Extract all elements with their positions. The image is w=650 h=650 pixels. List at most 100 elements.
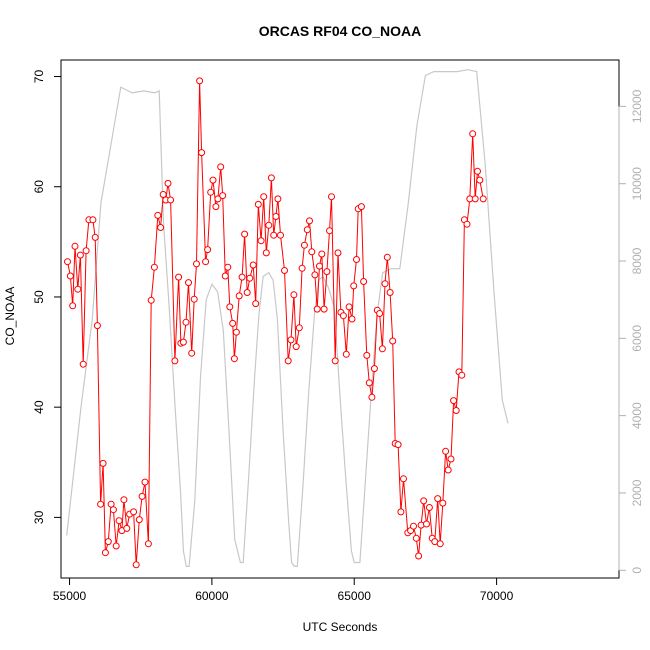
- co-point: [439, 499, 447, 507]
- co-point: [229, 319, 237, 327]
- co-point: [154, 211, 162, 219]
- y-tick-label: 60: [32, 180, 46, 194]
- co-point: [97, 500, 105, 508]
- co-point: [474, 167, 481, 175]
- co-point: [267, 174, 275, 182]
- co-point: [167, 196, 175, 204]
- co-point: [241, 230, 249, 238]
- co-point: [458, 371, 466, 379]
- co-point: [272, 213, 280, 220]
- y2-tick-label: 12000: [630, 89, 644, 123]
- co-point: [207, 188, 215, 196]
- co-point: [436, 540, 444, 548]
- co-point: [243, 289, 251, 296]
- co-point: [452, 407, 460, 414]
- co-point: [120, 496, 128, 504]
- co-point: [316, 262, 323, 270]
- co-point: [202, 258, 210, 266]
- co-point: [224, 263, 232, 271]
- co-line: [67, 80, 484, 565]
- co-point: [171, 357, 179, 365]
- co-point: [363, 351, 371, 359]
- co-point: [350, 282, 358, 290]
- co-point: [109, 506, 117, 514]
- co-point: [444, 466, 452, 474]
- co-point: [246, 274, 254, 282]
- co-point: [74, 285, 82, 293]
- co-point: [425, 504, 433, 511]
- co-point: [360, 278, 368, 285]
- co-point: [164, 179, 172, 187]
- co-point: [320, 305, 328, 313]
- co-point: [238, 273, 246, 281]
- co-point: [334, 249, 342, 257]
- co-point: [230, 355, 238, 363]
- co-point: [123, 524, 131, 532]
- co-point: [471, 195, 479, 203]
- co-point: [147, 296, 155, 304]
- co-point: [434, 495, 442, 503]
- y2-tick-label: 2000: [630, 479, 644, 506]
- co-point: [306, 217, 313, 225]
- co-point: [66, 272, 74, 280]
- co-point: [79, 360, 87, 368]
- co-point: [157, 224, 165, 231]
- co-point: [175, 273, 183, 281]
- co-point: [463, 220, 471, 228]
- co-point: [397, 508, 405, 516]
- co-point: [281, 267, 288, 274]
- co-point: [196, 77, 204, 85]
- series-layer: [64, 69, 509, 569]
- co-point: [249, 261, 257, 269]
- co-point: [257, 237, 265, 245]
- co-point: [323, 268, 331, 276]
- co-point: [188, 349, 196, 357]
- y-tick-label: 30: [32, 510, 46, 524]
- co-point: [221, 272, 229, 280]
- co-point: [104, 538, 112, 546]
- co-point: [260, 193, 268, 201]
- co-point: [179, 338, 187, 346]
- co-point: [254, 200, 262, 208]
- co-point: [370, 365, 378, 373]
- y2-axis: 0 2000 4000 6000 8000 10000 12000: [618, 89, 644, 574]
- co-point: [138, 492, 146, 500]
- co-point: [277, 231, 284, 239]
- co-point: [71, 242, 79, 250]
- co-point: [150, 263, 158, 271]
- co-point: [141, 478, 149, 486]
- co-point: [144, 540, 152, 548]
- co-point: [217, 163, 225, 171]
- co-point: [115, 517, 123, 525]
- co-point: [298, 264, 306, 272]
- plot-frame: [60, 59, 620, 579]
- co-point: [442, 447, 450, 455]
- co-point: [214, 195, 222, 203]
- x-axis: 55000 60000 65000 70000: [53, 578, 514, 603]
- co-point: [262, 249, 270, 257]
- co-point: [368, 393, 376, 401]
- y2-tick-label: 10000: [630, 167, 644, 201]
- co-point: [159, 191, 167, 198]
- co-point: [447, 455, 455, 463]
- co-point: [331, 357, 339, 365]
- co-point: [303, 226, 311, 234]
- co-point: [386, 289, 394, 296]
- co-point: [287, 336, 295, 344]
- co-point: [353, 256, 360, 263]
- co-point: [365, 379, 373, 387]
- y-tick-label: 70: [32, 70, 46, 84]
- co-point: [204, 246, 212, 254]
- co-point: [479, 195, 487, 203]
- y2-tick-label: 4000: [630, 402, 644, 429]
- co-point: [394, 441, 402, 449]
- co-point: [378, 345, 386, 353]
- co-point: [357, 203, 365, 211]
- co-point: [274, 195, 282, 203]
- co-point: [383, 253, 391, 261]
- altitude-line: [66, 69, 509, 568]
- co-point: [93, 322, 101, 330]
- co-point: [99, 459, 107, 467]
- co-point: [423, 520, 430, 528]
